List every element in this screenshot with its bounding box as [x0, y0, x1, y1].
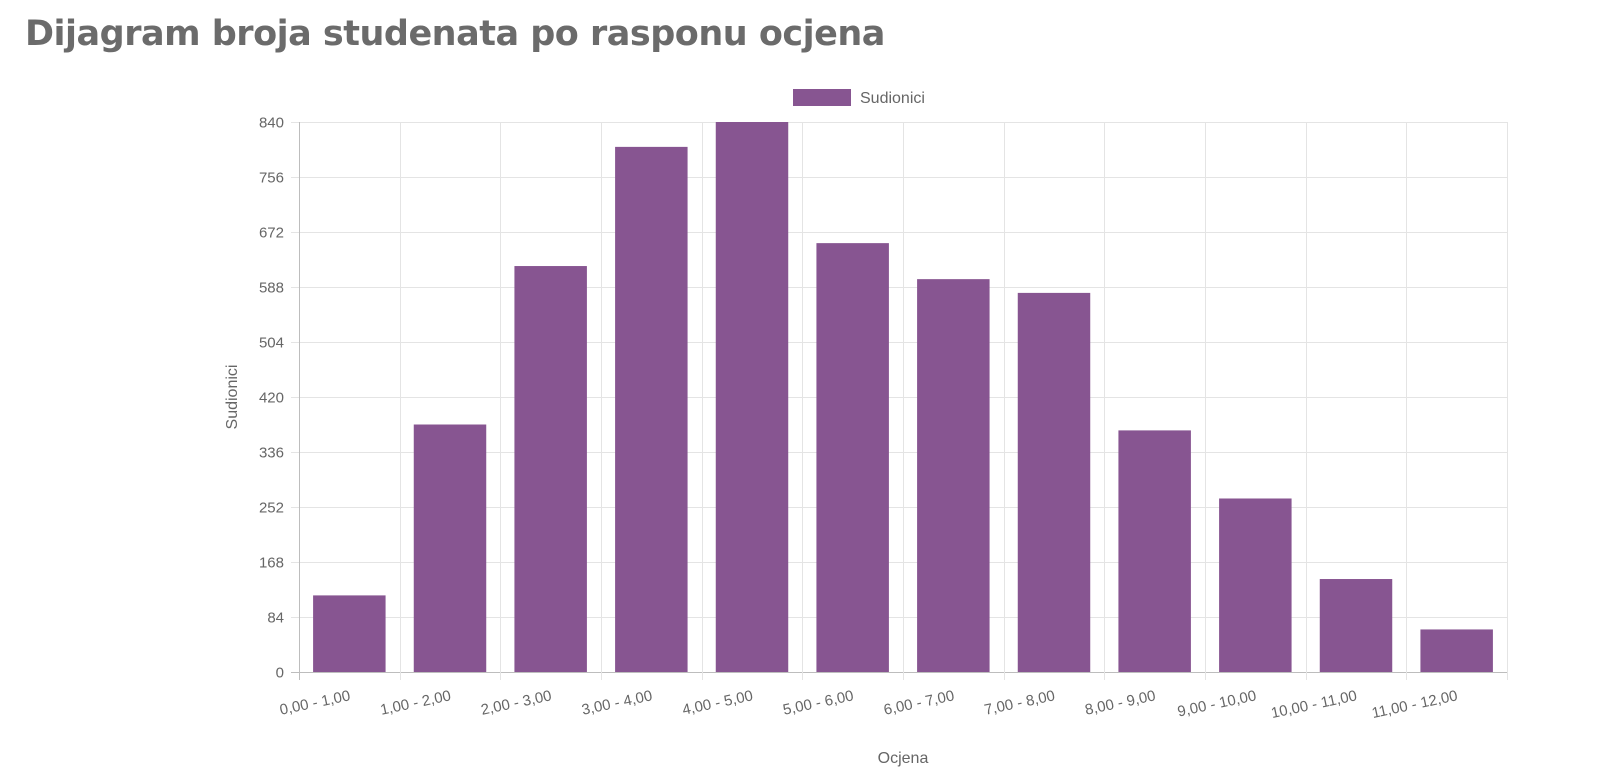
y-tick-label: 504 [259, 335, 284, 352]
legend-label[interactable]: Sudionici [860, 90, 925, 107]
y-tick-label: 672 [259, 225, 284, 242]
y-tick-label: 252 [259, 500, 284, 517]
bar[interactable] [1017, 292, 1091, 672]
x-tick-label: 0,00 - 1,00 [278, 687, 352, 719]
grid-lines [291, 122, 1508, 680]
bar[interactable] [715, 122, 789, 672]
y-axis-title: Sudionici [224, 365, 241, 430]
x-tick-label: 10,00 - 11,00 [1270, 687, 1359, 722]
bar[interactable] [917, 279, 990, 672]
y-tick-label: 588 [259, 280, 284, 297]
legend-swatch[interactable] [793, 89, 851, 106]
legend[interactable]: Sudionici [793, 89, 925, 107]
y-tick-label: 420 [259, 390, 284, 407]
y-tick-label: 840 [259, 115, 284, 132]
x-tick-label: 1,00 - 2,00 [379, 687, 453, 719]
bar[interactable] [816, 243, 889, 672]
bar[interactable] [514, 266, 587, 672]
x-tick-labels: 0,00 - 1,00 1,00 - 2,00 2,00 - 3,00 3,00 - … [278, 687, 1459, 722]
x-tick-label: 7,00 - 8,00 [983, 687, 1057, 719]
y-tick-label: 0 [276, 665, 284, 682]
bar[interactable] [413, 424, 487, 673]
x-tick-label: 4,00 - 5,00 [681, 687, 755, 719]
page-title: Dijagram broja studenata po rasponu ocje… [25, 14, 885, 54]
bar[interactable] [1118, 430, 1191, 672]
y-tick-labels: 0 84 168 252 336 420 504 588 672 756 840 [259, 115, 284, 682]
y-tick-label: 168 [259, 555, 284, 572]
bar[interactable] [1420, 629, 1493, 672]
x-tick-label: 8,00 - 9,00 [1083, 687, 1157, 719]
x-axis-title: Ocjena [878, 750, 929, 767]
bar[interactable] [615, 146, 688, 672]
bar[interactable] [1219, 498, 1292, 672]
y-tick-label: 756 [259, 170, 284, 187]
x-tick-label: 6,00 - 7,00 [882, 687, 956, 719]
y-tick-label: 336 [259, 445, 284, 462]
y-tick-label: 84 [267, 610, 284, 627]
x-tick-label: 9,00 - 10,00 [1176, 687, 1258, 720]
x-tick-label: 2,00 - 3,00 [479, 687, 553, 719]
bar[interactable] [1319, 579, 1393, 672]
x-tick-label: 3,00 - 4,00 [580, 687, 654, 719]
bars [313, 122, 1493, 672]
x-tick-label: 11,00 - 12,00 [1370, 687, 1459, 722]
x-tick-label: 5,00 - 6,00 [781, 687, 855, 719]
bar[interactable] [313, 595, 386, 672]
